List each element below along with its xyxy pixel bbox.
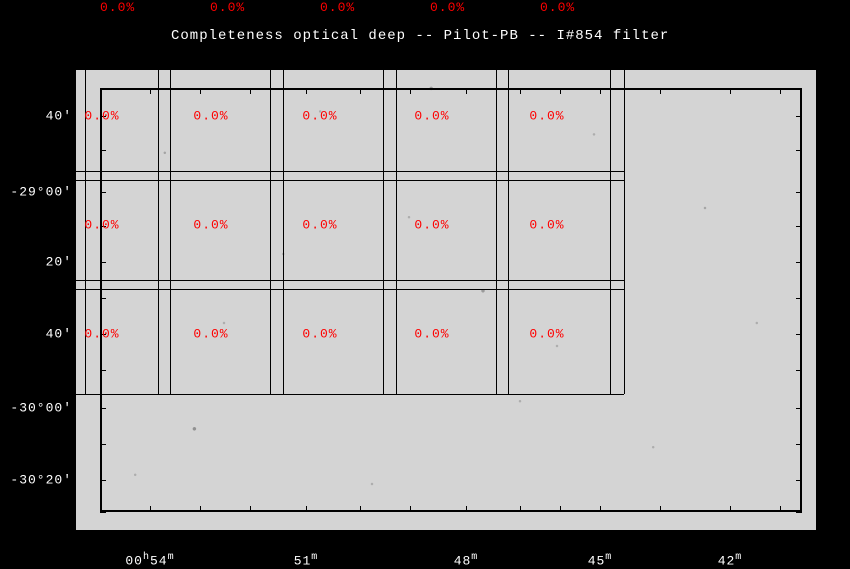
tile-hline [76,180,624,181]
tick-bottom [360,506,361,512]
top-percent-3: 0.0% [430,0,465,15]
tick-right [796,262,802,263]
tick-bottom [466,506,467,512]
tick-left [100,262,106,263]
tick-right [796,444,802,445]
tile-vline [158,70,159,394]
tick-bottom [660,506,661,512]
tick-left [100,298,106,299]
chart-title: Completeness optical deep -- Pilot-PB --… [171,28,669,44]
tick-bottom [250,506,251,512]
tick-right [796,480,802,481]
cell-0-3: 0.0% [414,109,449,124]
tile-vline [270,70,271,394]
top-percent-0: 0.0% [100,0,135,15]
tile-hline [76,394,624,395]
y-tick-0: 40' [46,109,72,124]
tile-vline [383,70,384,394]
tick-top [660,88,661,94]
tick-right [796,116,802,117]
tick-top [600,88,601,94]
tile-vline [170,70,171,394]
tick-bottom [780,506,781,512]
tick-bottom [306,506,307,512]
tick-top [520,88,521,94]
cell-0-1: 0.0% [193,109,228,124]
tick-top [306,88,307,94]
tick-right [796,334,802,335]
cell-2-0: 0.0% [84,327,119,342]
top-percent-4: 0.0% [540,0,575,15]
tick-bottom [150,506,151,512]
tick-top [730,88,731,94]
cell-0-2: 0.0% [302,109,337,124]
tick-right [796,192,802,193]
tick-top [780,88,781,94]
tick-left [100,150,106,151]
tick-right [796,408,802,409]
top-percent-row: 0.0% 0.0% 0.0% 0.0% 0.0% [0,0,850,12]
inner-bounding-rect [100,88,802,512]
x-tick-0: 00h54m [125,552,174,568]
y-tick-4: -30°00' [10,401,72,416]
cell-1-1: 0.0% [193,218,228,233]
tick-bottom [200,506,201,512]
cell-2-3: 0.0% [414,327,449,342]
tick-right [796,512,802,513]
x-tick-2: 48m [454,552,479,568]
tick-right [796,226,802,227]
top-percent-2: 0.0% [320,0,355,15]
cell-2-2: 0.0% [302,327,337,342]
y-tick-2: 20' [46,255,72,270]
cell-1-4: 0.0% [529,218,564,233]
top-percent-1: 0.0% [210,0,245,15]
tile-vline [396,70,397,394]
tick-top [250,88,251,94]
tile-vline [496,70,497,394]
x-tick-4: 42m [718,552,743,568]
tile-hline [76,171,624,172]
plot-area [76,70,816,530]
tick-top [466,88,467,94]
cell-2-4: 0.0% [529,327,564,342]
tick-top [410,88,411,94]
y-tick-1: -29°00' [10,185,72,200]
tile-vline [624,70,625,394]
tick-left [100,192,106,193]
tick-left [100,512,106,513]
tick-bottom [600,506,601,512]
tick-right [796,298,802,299]
tile-hline [76,289,624,290]
y-tick-3: 40' [46,327,72,342]
tick-bottom [730,506,731,512]
cell-0-0: 0.0% [84,109,119,124]
tick-left [100,444,106,445]
tick-left [100,480,106,481]
cell-1-3: 0.0% [414,218,449,233]
tile-vline [283,70,284,394]
tick-right [796,150,802,151]
tick-bottom [410,506,411,512]
cell-0-4: 0.0% [529,109,564,124]
tick-bottom [520,506,521,512]
tick-bottom [560,506,561,512]
cell-1-0: 0.0% [84,218,119,233]
tick-top [100,88,101,94]
x-tick-1: 51m [294,552,319,568]
tile-vline [610,70,611,394]
tile-vline [508,70,509,394]
tile-hline [76,280,624,281]
cell-1-2: 0.0% [302,218,337,233]
tick-right [796,370,802,371]
tick-top [360,88,361,94]
x-tick-3: 45m [588,552,613,568]
tick-top [560,88,561,94]
y-tick-5: -30°20' [10,473,72,488]
tick-top [150,88,151,94]
chart-root: { "canvas": { "width": 850, "height": 56… [0,0,850,569]
tick-top [200,88,201,94]
cell-2-1: 0.0% [193,327,228,342]
tick-left [100,370,106,371]
tick-left [100,408,106,409]
